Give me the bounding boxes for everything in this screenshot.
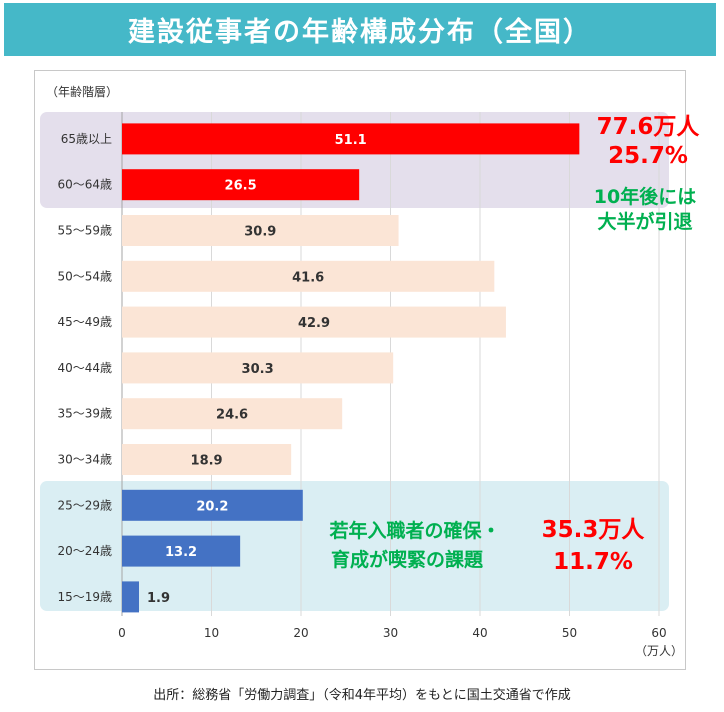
category-label: 35～39歳 bbox=[57, 407, 112, 421]
x-tick-label: 20 bbox=[293, 626, 308, 640]
category-label: 25～29歳 bbox=[57, 498, 112, 512]
bar bbox=[122, 169, 360, 201]
x-tick-label: 40 bbox=[472, 626, 487, 640]
bar bbox=[122, 306, 506, 338]
bar bbox=[122, 352, 394, 384]
bar-value-label: 41.6 bbox=[292, 270, 324, 285]
category-label: 50～54歳 bbox=[57, 269, 112, 283]
bar bbox=[122, 260, 495, 292]
x-axis-title: （万人） bbox=[635, 644, 683, 658]
bar bbox=[122, 535, 241, 567]
bar bbox=[122, 581, 140, 613]
bar-value-label: 20.2 bbox=[196, 499, 228, 514]
bar-value-label: 13.2 bbox=[165, 545, 197, 560]
bar bbox=[122, 444, 292, 475]
chart-title-bar: 建設従事者の年齢構成分布（全国） bbox=[4, 3, 716, 56]
bar-value-label: 42.9 bbox=[298, 316, 330, 331]
lower-total-callout: 35.3万人 bbox=[542, 517, 646, 543]
category-label: 55～59歳 bbox=[57, 224, 112, 238]
lower-note-line1: 若年入職者の確保・ bbox=[329, 519, 500, 542]
category-label: 20～24歳 bbox=[57, 544, 112, 558]
bar bbox=[122, 398, 343, 430]
bar-value-label: 18.9 bbox=[191, 454, 223, 469]
lower-note-line2: 育成が喫緊の課題 bbox=[331, 548, 484, 571]
source-note: 出所：総務省「労働力調査」（令和4年平均）をもとに国土交通省で作成 bbox=[153, 688, 571, 703]
bar-value-label: 30.9 bbox=[244, 225, 276, 240]
bar-value-label: 1.9 bbox=[147, 591, 170, 606]
y-axis-title: （年齢階層） bbox=[46, 84, 118, 99]
category-label: 40～44歳 bbox=[57, 361, 112, 375]
category-label: 15～19歳 bbox=[57, 590, 112, 604]
bar bbox=[122, 489, 303, 521]
bar-value-label: 24.6 bbox=[216, 408, 248, 423]
category-label: 60～64歳 bbox=[57, 178, 112, 192]
upper-total-callout: 77.6万人 bbox=[597, 114, 701, 140]
x-tick-label: 50 bbox=[562, 626, 577, 640]
x-tick-label: 10 bbox=[204, 626, 219, 640]
bar bbox=[122, 123, 580, 155]
x-tick-label: 30 bbox=[383, 626, 398, 640]
x-tick-label: 60 bbox=[651, 626, 666, 640]
x-tick-label: 0 bbox=[118, 626, 126, 640]
upper-note-line2: 大半が引退 bbox=[597, 210, 692, 233]
bar-value-label: 30.3 bbox=[242, 362, 274, 377]
lower-pct-callout: 11.7% bbox=[553, 549, 633, 575]
upper-note-line1: 10年後には bbox=[594, 185, 696, 208]
category-label: 30～34歳 bbox=[57, 453, 112, 467]
bar bbox=[122, 215, 399, 246]
chart-title: 建設従事者の年齢構成分布（全国） bbox=[128, 17, 592, 48]
upper-pct-callout: 25.7% bbox=[608, 143, 688, 169]
category-label: 65歳以上 bbox=[61, 132, 112, 146]
category-label: 45～49歳 bbox=[57, 315, 112, 329]
bar-value-label: 51.1 bbox=[335, 133, 367, 148]
bar-value-label: 26.5 bbox=[225, 179, 257, 194]
